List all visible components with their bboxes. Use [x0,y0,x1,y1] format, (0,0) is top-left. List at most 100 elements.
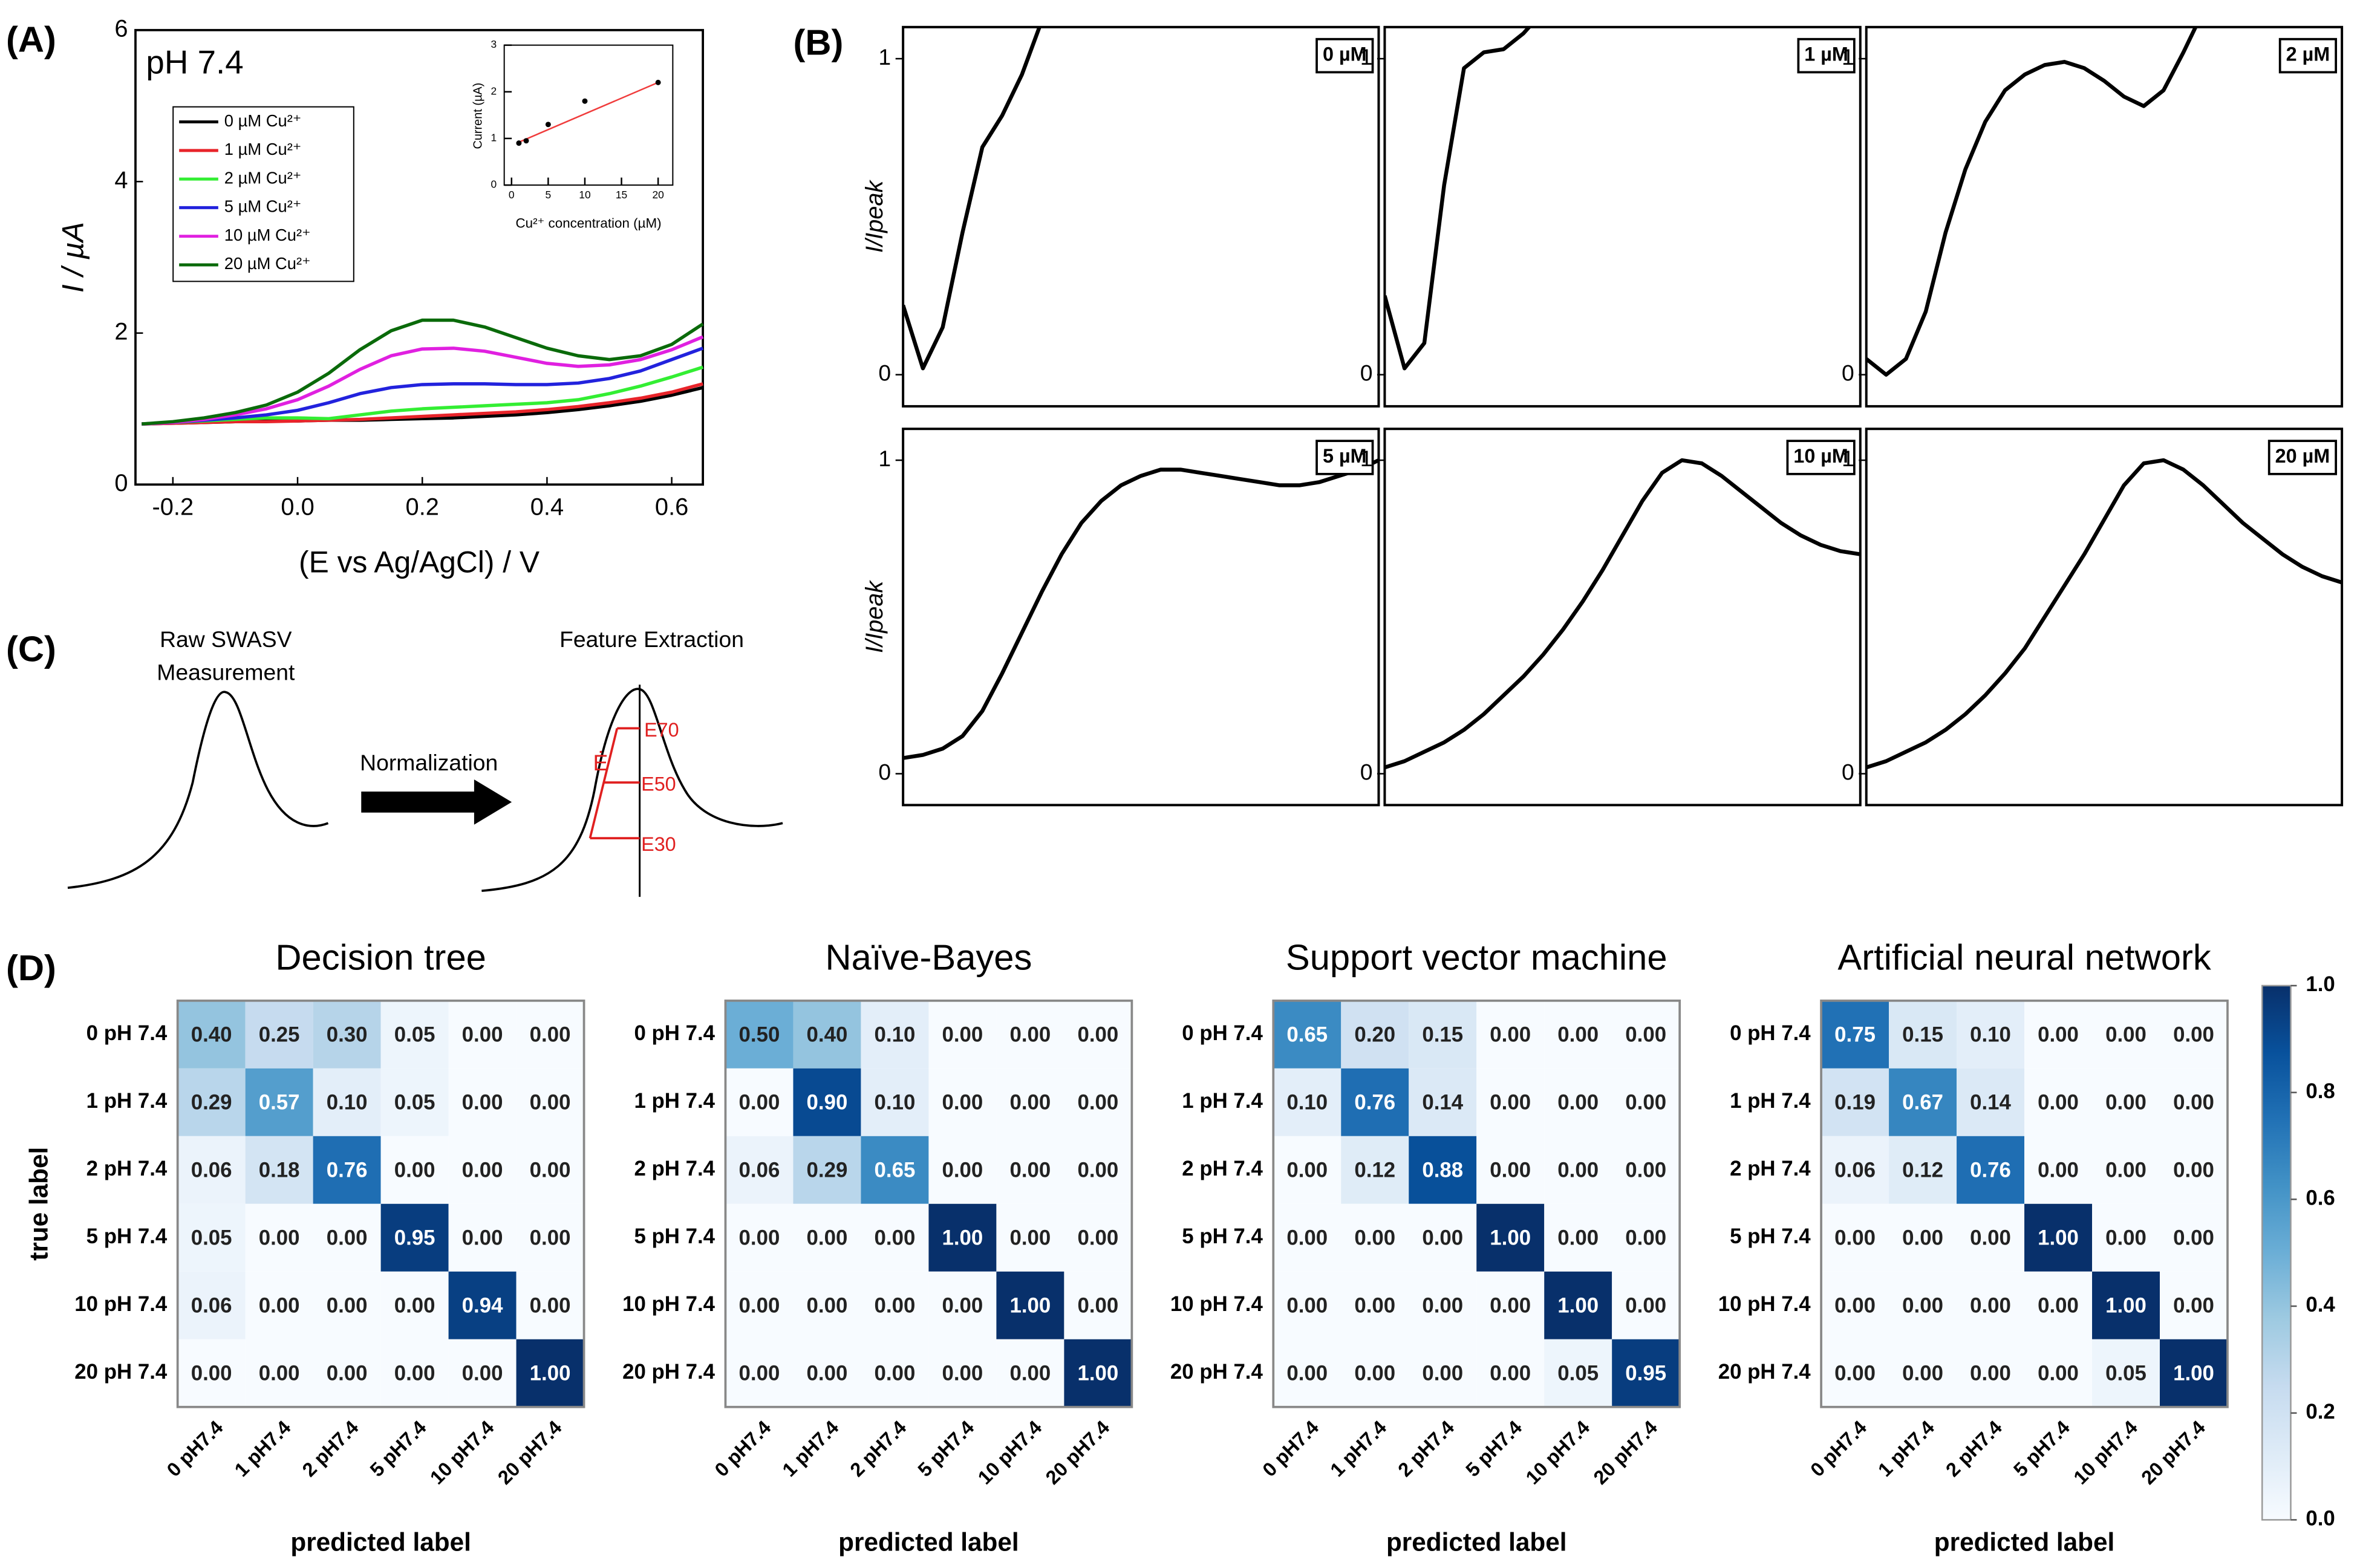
cell [1476,1136,1545,1204]
cell-label: 0.00 [1490,1158,1531,1182]
cell-label: 0.00 [1490,1023,1531,1047]
cell-label: 0.29 [807,1158,848,1182]
y-axis-label: I/Ipeak [861,579,888,653]
x-axis-label: predicted label [290,1527,471,1556]
cell [1476,1068,1545,1136]
x-tick-label: 1 pH7.4 [1326,1416,1390,1481]
level-label: E50 [641,773,676,795]
series-line [903,27,1042,371]
y-tick-label: 1 [1360,446,1373,471]
panel-tag-box [1315,37,1374,74]
cell [2160,1203,2228,1272]
legend-label: 1 µM Cu²⁺ [224,140,302,158]
cell [1889,1271,1957,1339]
x-tick-label: 5 pH7.4 [914,1416,979,1481]
cell [1821,1339,1889,1407]
cell-label: 1.00 [2105,1293,2146,1317]
y-tick-label: 20 pH 7.4 [1170,1360,1263,1384]
cell-label: 0.40 [807,1023,848,1047]
cell-label: 0.06 [191,1158,232,1182]
cell-label: 0.00 [530,1158,571,1182]
y-tick-label: 1 [1842,44,1854,70]
cell [861,1136,929,1204]
cell [1476,1203,1545,1272]
cell [1612,1203,1680,1272]
cell [1409,1068,1477,1136]
cell [1409,1271,1477,1339]
x-tick-label: 2 pH7.4 [298,1416,363,1481]
cell-label: 0.00 [942,1023,983,1047]
heatmap-frame [1820,999,2229,1408]
cell [2092,1000,2160,1069]
cell-label: 0.10 [1286,1091,1328,1114]
y-tick-label: 0 [1360,360,1373,385]
y-tick-label: 1 pH 7.4 [1182,1089,1263,1113]
x-tick-label: 2 pH7.4 [846,1416,911,1481]
cell [861,1339,929,1407]
inset-bg [466,33,689,244]
cell [1544,1068,1612,1136]
point [582,98,588,104]
cell [2024,1271,2093,1339]
cell [177,1271,246,1339]
cell [1064,1000,1132,1069]
x-axis-label: predicted label [1386,1527,1567,1556]
cell-label: 0.00 [1557,1226,1599,1249]
cell-label: 0.00 [1077,1158,1118,1182]
cell-label: 0.00 [1009,1158,1051,1182]
x-axis-label: predicted label [838,1527,1019,1556]
y-tick-label: 0 [1842,759,1854,784]
panel-tag: 2 µM [2286,44,2330,65]
cell-label: 0.00 [1625,1023,1666,1047]
cell-label: 0.00 [259,1226,300,1249]
cell-label: 1.00 [2173,1361,2214,1385]
cell [2024,1136,2093,1204]
cell-label: 0.00 [1625,1226,1666,1249]
legend-label: 20 µM Cu²⁺ [224,254,311,273]
cell-label: 0.00 [394,1158,435,1182]
cell [996,1000,1064,1069]
cell [725,1000,794,1069]
legend-label: 10 µM Cu²⁺ [224,226,311,244]
cell [380,1203,449,1272]
panel-label: (A) [6,19,56,59]
cell [861,1203,929,1272]
cell-label: 1.00 [1009,1293,1051,1317]
cell-label: 0.05 [1557,1361,1599,1385]
cell-label: 0.00 [807,1361,848,1385]
cell [2160,1000,2228,1069]
plot-frame [1383,428,1862,807]
y-tick-label: 0 [1842,360,1854,385]
panel-tag: 10 µM [1793,445,1848,467]
point [655,79,661,85]
x-tick-label: 20 pH7.4 [494,1416,566,1489]
panel-tag-box [1786,440,1856,475]
cell-label: 0.00 [1625,1293,1666,1317]
series-line [903,458,1379,760]
feature-curve [481,688,783,893]
y-tick-label: 0 [878,360,891,385]
cell-label: 0.29 [191,1091,232,1114]
cell-label: 0.00 [807,1226,848,1249]
cell [996,1271,1064,1339]
y-tick-label: 2 pH 7.4 [86,1157,168,1180]
cell [725,1203,794,1272]
cell [725,1068,794,1136]
panel-tag: 0 µM [1323,44,1367,65]
cell-label: 0.06 [191,1293,232,1317]
series-line [1866,27,2198,377]
cell [996,1339,1064,1407]
x-tick-label: 0.4 [530,494,564,521]
cell-label: 0.00 [1009,1091,1051,1114]
cell [177,1339,246,1407]
cell-label: 0.76 [1354,1091,1395,1114]
cell [177,1000,246,1069]
cell-label: 0.00 [2105,1023,2146,1047]
cell-label: 0.20 [1354,1023,1395,1047]
legend-label: 0 µM Cu²⁺ [224,111,302,130]
cell [1889,1203,1957,1272]
y-axis-label: Current (µA) [472,83,485,149]
x-tick-label: 20 [652,189,663,201]
cell-label: 1.00 [942,1226,983,1249]
